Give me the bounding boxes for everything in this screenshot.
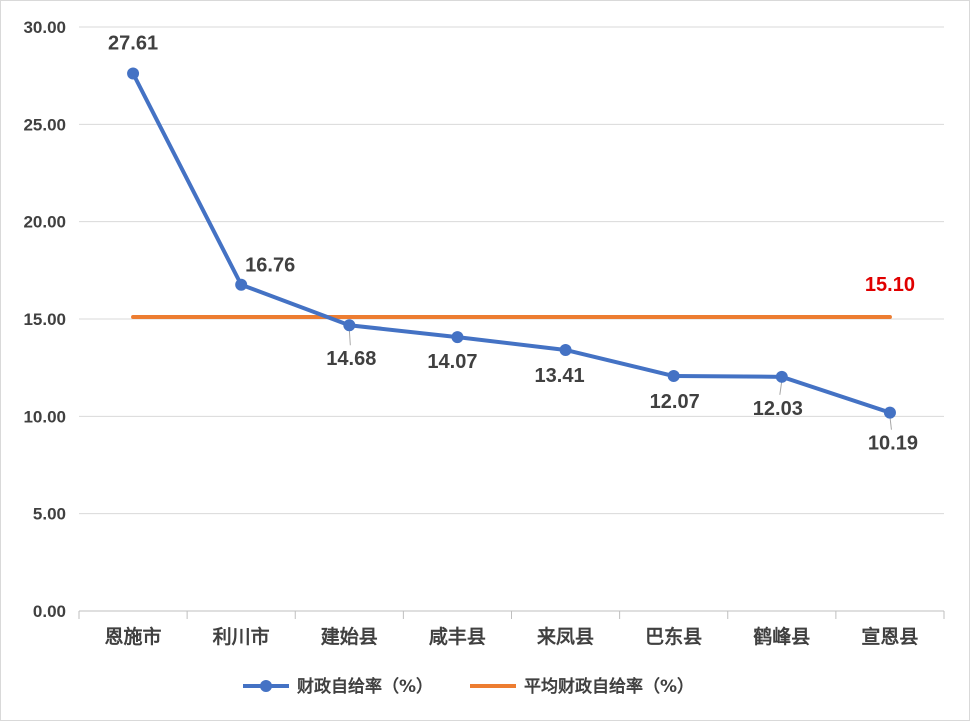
legend-label: 财政自给率（%）	[296, 676, 433, 697]
y-tick-label: 5.00	[33, 505, 66, 524]
leader-line	[779, 380, 783, 395]
average-data-label: 15.10	[865, 274, 915, 296]
y-tick-label: 20.00	[23, 213, 66, 232]
x-axis: 恩施市 利川市 建始县 咸丰县 来凤县 巴东县 鹤峰县 宣恩县	[78, 610, 945, 648]
y-tick-label: 15.00	[23, 310, 66, 329]
x-tick-label: 巴东县	[645, 625, 702, 648]
y-tick-label: 10.00	[23, 407, 66, 426]
x-tick-label: 鹤峰县	[753, 625, 810, 648]
data-point	[127, 67, 140, 80]
x-tick-label: 咸丰县	[429, 625, 486, 648]
data-point	[235, 278, 248, 291]
data-label: 16.76	[245, 255, 295, 277]
y-tick-label: 25.00	[23, 115, 66, 134]
y-axis: 0.00 5.00 10.00 15.00 20.00 25.00 30.00	[23, 18, 66, 621]
x-tick-label: 宣恩县	[861, 625, 918, 648]
gridlines	[79, 26, 944, 515]
data-label: 14.68	[326, 348, 376, 370]
data-point	[451, 331, 464, 344]
data-label: 12.07	[650, 391, 700, 413]
data-label: 14.07	[427, 351, 477, 373]
x-tick-label: 利川市	[213, 625, 270, 648]
y-tick-label: 0.00	[33, 602, 66, 621]
leader-line	[348, 329, 351, 346]
data-label: 13.41	[535, 365, 585, 387]
data-label: 12.03	[753, 398, 803, 420]
series-line	[131, 71, 892, 415]
data-label: 27.61	[108, 33, 158, 55]
data-point	[343, 319, 356, 332]
data-label: 10.19	[868, 433, 918, 455]
x-tick-label: 建始县	[321, 625, 378, 648]
x-tick-label: 来凤县	[537, 626, 594, 648]
data-point	[883, 406, 896, 419]
data-point	[667, 370, 680, 383]
data-point	[775, 370, 788, 383]
legend-label: 平均财政自给率（%）	[524, 676, 694, 697]
leader-line	[889, 416, 892, 430]
legend: 财政自给率（%） 平均财政自给率（%）	[243, 676, 694, 697]
data-point	[559, 343, 572, 356]
x-tick-label: 恩施市	[105, 625, 162, 648]
plot-area: 15.10 27.61 16.76 14.68 14.07 13.41 12.07 12.03…	[108, 33, 918, 455]
legend-marker	[260, 680, 272, 692]
y-tick-label: 30.00	[23, 18, 66, 37]
